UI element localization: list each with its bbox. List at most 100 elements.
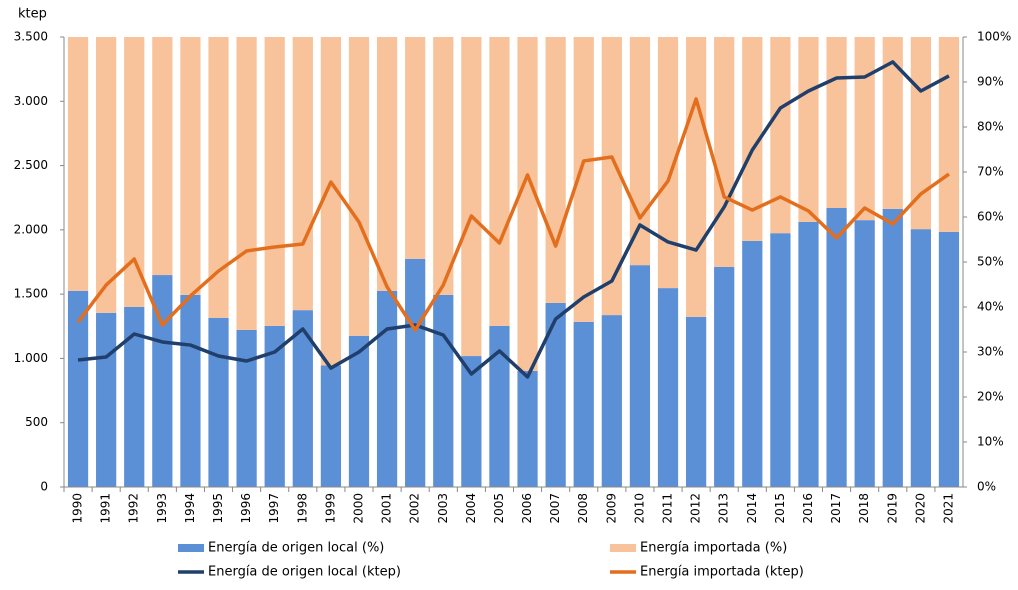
y-axis-label: ktep	[18, 7, 47, 22]
x-tick-label: 2016	[801, 493, 815, 524]
legend-label: Energía importada (%)	[640, 541, 787, 556]
x-tick-label: 2005	[492, 493, 506, 524]
bar	[657, 288, 679, 487]
bar	[714, 37, 735, 267]
legend-label: Energía de origen local (%)	[208, 541, 384, 556]
bar	[124, 307, 145, 487]
x-tick-label: 2003	[436, 493, 450, 524]
bar	[67, 290, 89, 487]
bar	[854, 220, 875, 487]
x-tick-label: 2002	[408, 493, 422, 524]
y2-tick-label: 0%	[977, 480, 996, 494]
bar	[685, 316, 707, 487]
x-tick-label: 2008	[576, 493, 590, 524]
y-tick-label: 1.000	[14, 351, 48, 365]
y2-tick-label: 80%	[977, 120, 1004, 134]
bar	[208, 317, 229, 487]
x-tick-label: 2001	[380, 493, 394, 524]
bar	[236, 37, 257, 330]
x-tick-label: 2015	[773, 493, 787, 524]
legend-label: Energía importada (ktep)	[640, 565, 804, 580]
bar	[461, 356, 482, 487]
bar	[67, 37, 89, 291]
bar	[545, 37, 566, 303]
x-tick-label: 2006	[520, 493, 534, 524]
y2-tick-label: 50%	[977, 255, 1004, 269]
bar	[938, 231, 960, 487]
x-tick-label: 2019	[885, 493, 899, 524]
bar	[517, 370, 538, 487]
bar	[742, 240, 763, 487]
x-tick-label: 1990	[71, 493, 85, 524]
x-tick-label: 1998	[295, 493, 309, 524]
bar	[348, 335, 370, 487]
bar	[910, 229, 931, 487]
bar	[882, 208, 903, 487]
bar	[264, 37, 285, 326]
y-tick-label: 500	[25, 415, 48, 429]
bar	[236, 329, 257, 487]
y-tick-label: 1.500	[14, 287, 48, 301]
lines	[76, 60, 950, 379]
y2-tick-label: 10%	[977, 435, 1004, 449]
bar	[96, 312, 117, 487]
bar	[517, 37, 538, 371]
x-tick-label: 1992	[127, 493, 141, 524]
legend-label: Energía de origen local (ktep)	[208, 565, 401, 580]
y2-tick-label: 60%	[977, 210, 1004, 224]
x-tick-label: 1997	[267, 493, 281, 524]
bar	[292, 310, 313, 487]
bar	[433, 37, 454, 295]
x-tick-label: 2014	[745, 493, 759, 524]
legend: Energía de origen local (%) Energía impor…	[178, 541, 804, 580]
bar	[545, 302, 566, 487]
bar	[320, 365, 342, 487]
bar	[629, 265, 651, 487]
bar	[320, 37, 342, 366]
bar	[489, 37, 510, 326]
x-tick-label: 2010	[632, 493, 646, 524]
bar	[348, 37, 370, 336]
bar	[685, 37, 707, 317]
bar	[180, 294, 201, 487]
bar	[573, 321, 594, 487]
bar	[292, 37, 313, 311]
bar	[376, 290, 398, 487]
bar	[152, 275, 173, 487]
y-tick-label: 3.500	[14, 30, 48, 44]
bar	[433, 294, 454, 487]
line	[76, 97, 950, 332]
y2-tick-label: 30%	[977, 345, 1004, 359]
bar	[489, 325, 510, 487]
bar	[798, 37, 819, 222]
bar	[96, 37, 117, 313]
bar	[826, 37, 847, 208]
bar	[601, 37, 622, 316]
x-tick-label: 2021	[941, 493, 955, 524]
bar	[882, 37, 903, 209]
y2-tick-label: 40%	[977, 300, 1004, 314]
x-tick-label: 2007	[548, 493, 562, 524]
x-tick-label: 1991	[99, 493, 113, 524]
bar	[826, 208, 847, 487]
bar	[657, 37, 679, 289]
bar	[208, 37, 229, 318]
x-tick-label: 2012	[689, 493, 703, 524]
y-tick-label: 0	[40, 480, 48, 494]
bar	[376, 37, 398, 291]
line	[77, 60, 950, 379]
x-tick-label: 1999	[323, 493, 337, 524]
x-tick-label: 2017	[829, 493, 843, 524]
legend-swatch	[178, 544, 204, 552]
y2-tick-label: 100%	[977, 30, 1011, 44]
x-tick-label: 1993	[155, 493, 169, 524]
bar	[405, 258, 426, 487]
x-tick-label: 2004	[464, 493, 478, 524]
bar	[152, 37, 173, 276]
x-tick-label: 2020	[913, 493, 927, 524]
bar	[124, 37, 145, 307]
y-tick-label: 3.000	[14, 94, 48, 108]
y-tick-label: 2.000	[14, 222, 48, 236]
bar	[770, 233, 791, 487]
